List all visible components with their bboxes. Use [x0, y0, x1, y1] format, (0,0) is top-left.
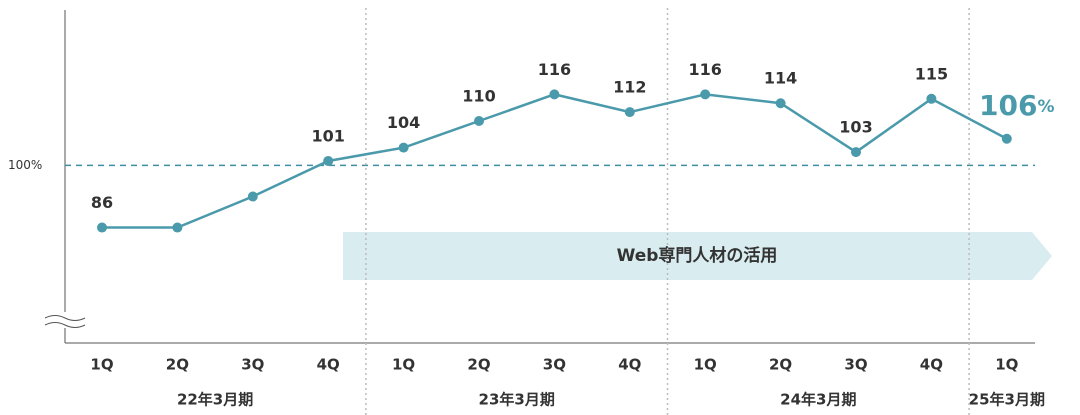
- point: [1001, 133, 1012, 144]
- x-tick-label: 1Q: [90, 356, 113, 374]
- x-tick-label: 1Q: [392, 356, 415, 374]
- value-label: 104: [387, 113, 420, 132]
- x-tick-label: 3Q: [844, 356, 867, 374]
- value-label: 101: [311, 126, 344, 145]
- x-tick-label: 3Q: [543, 356, 566, 374]
- x-tick-label: 2Q: [769, 356, 792, 374]
- point: [247, 191, 258, 202]
- x-tick-label: 1Q: [694, 356, 717, 374]
- point: [323, 155, 334, 166]
- value-label: 116: [538, 60, 571, 79]
- point: [700, 89, 711, 100]
- y-tick-label: 100%: [8, 158, 42, 172]
- x-tick-label: 4Q: [618, 356, 641, 374]
- value-label: 115: [915, 64, 948, 83]
- x-tick-label: 1Q: [995, 356, 1018, 374]
- value-label: 103: [839, 118, 872, 137]
- value-label: 86: [91, 193, 113, 212]
- annotation-banner: [343, 232, 1052, 280]
- x-tick-label: 4Q: [920, 356, 943, 374]
- x-tick-label: 4Q: [317, 356, 340, 374]
- x-tick-label: 2Q: [467, 356, 490, 374]
- annotation: Web専門人材の活用: [617, 245, 778, 266]
- point: [398, 142, 409, 153]
- value-label: 106%: [979, 89, 1055, 122]
- point: [775, 98, 786, 109]
- period-label: 22年3月期: [177, 391, 253, 409]
- point: [474, 116, 484, 126]
- point: [851, 147, 861, 158]
- period-label: 25年3月期: [969, 391, 1045, 409]
- period-label: 23年3月期: [479, 391, 555, 409]
- period-label: 24年3月期: [780, 391, 856, 409]
- x-tick-label: 3Q: [241, 356, 264, 374]
- x-tick-label: 2Q: [166, 356, 189, 374]
- value-label: 110: [462, 87, 495, 106]
- point: [624, 107, 635, 118]
- value-label: 116: [688, 60, 721, 79]
- value-label: 112: [613, 78, 646, 97]
- point: [97, 222, 107, 233]
- value-label: 114: [764, 69, 797, 88]
- line: [102, 93, 1008, 229]
- point: [549, 89, 560, 100]
- point: [172, 222, 183, 233]
- point: [926, 93, 937, 104]
- axis-break: [44, 315, 86, 328]
